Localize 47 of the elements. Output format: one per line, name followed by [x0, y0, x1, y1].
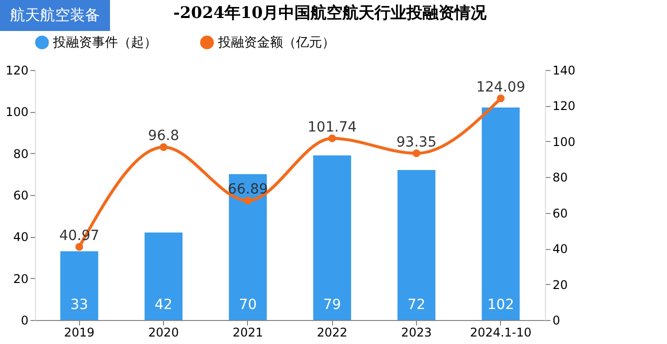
y-tick-label: 120: [6, 64, 28, 78]
data-label: 96.8: [148, 128, 180, 144]
data-label: 93.35: [396, 134, 436, 150]
point: [75, 242, 84, 251]
data-label: 102: [487, 297, 514, 313]
y2-tick-label: 60: [552, 206, 568, 220]
bar: [482, 108, 520, 320]
y2-tick-label: 100: [552, 134, 576, 149]
y-tick-label: 40: [13, 230, 28, 244]
data-label: 72: [408, 297, 426, 313]
x-tick-label: 2021: [232, 326, 264, 340]
data-label: 33: [70, 297, 88, 313]
x-tick-label: 2019: [64, 326, 95, 340]
bar: [144, 232, 183, 320]
point: [244, 196, 252, 204]
point: [160, 143, 168, 152]
chart-title: -2024年10月中国航空航天行业投融资情况: [173, 3, 488, 22]
x-tick-label: 2024.1-10: [470, 326, 532, 340]
data-label: 70: [238, 297, 257, 313]
y2-tick-label: 80: [552, 170, 568, 185]
text: 航天航空装备: [0, 0, 110, 31]
legend-label: 投融资金额（亿元）: [217, 35, 335, 50]
y2-tick-label: 20: [552, 278, 568, 292]
x-tick-label: 2022: [316, 326, 348, 340]
y-tick-label: 20: [13, 272, 28, 286]
y2-tick-label: 140: [552, 64, 576, 78]
x-tick-label: 2020: [148, 326, 179, 340]
data-label: 101.74: [308, 119, 357, 136]
bar: [397, 170, 436, 320]
data-label: 42: [154, 297, 172, 313]
data-label: 124.09: [476, 79, 526, 96]
bar: [228, 174, 267, 320]
y2-tick-label: 40: [552, 242, 568, 256]
bar: [60, 251, 98, 320]
bar: [313, 155, 352, 320]
data-label: 79: [323, 297, 342, 313]
x-tick-label: 2023: [401, 326, 432, 340]
point: [412, 149, 420, 158]
legend-label: 投融资事件（起）: [52, 35, 157, 50]
y2-tick-label: 120: [552, 99, 576, 114]
y2-tick-label: 0: [552, 314, 560, 328]
y-tick-label: 80: [13, 146, 28, 161]
y-tick-label: 60: [13, 188, 28, 202]
point: [496, 94, 505, 102]
y-tick-label: 100: [6, 105, 28, 120]
y-tick-label: 0: [20, 314, 28, 328]
point: [328, 134, 336, 142]
